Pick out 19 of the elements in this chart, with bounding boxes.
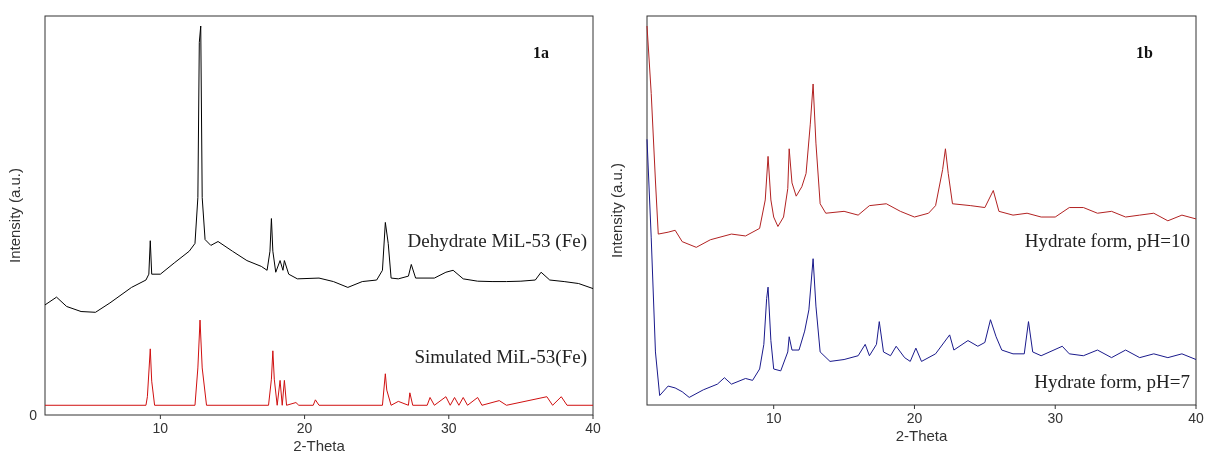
series-label: Hydrate form, pH=7 xyxy=(1034,370,1190,392)
x-tick-label: 40 xyxy=(585,420,601,436)
y-axis-title: Intensity (a.u.) xyxy=(608,162,625,259)
series-label: Simulated MiL-53(Fe) xyxy=(414,346,587,369)
x-tick-label: 20 xyxy=(906,410,923,426)
y-axis-title: Intensity (a.u.) xyxy=(6,167,23,264)
annotation: 1b xyxy=(1136,44,1153,61)
x-tick-label: 30 xyxy=(1047,410,1064,426)
text: 0 xyxy=(29,407,38,423)
x-tick-label: 10 xyxy=(765,410,782,426)
x-tick-label: 40 xyxy=(1188,410,1204,426)
x-axis-title: 2-Theta xyxy=(895,427,948,444)
x-tick-label: 30 xyxy=(441,420,457,436)
x-tick-label: 20 xyxy=(296,420,313,436)
annotation: 1a xyxy=(533,44,549,61)
series-label: Hydrate form, pH=10 xyxy=(1024,229,1190,251)
x-axis-title: 2-Theta xyxy=(293,437,346,454)
series-label: Dehydrate MiL-53 (Fe) xyxy=(407,229,587,252)
x-tick-label: 10 xyxy=(152,420,169,436)
